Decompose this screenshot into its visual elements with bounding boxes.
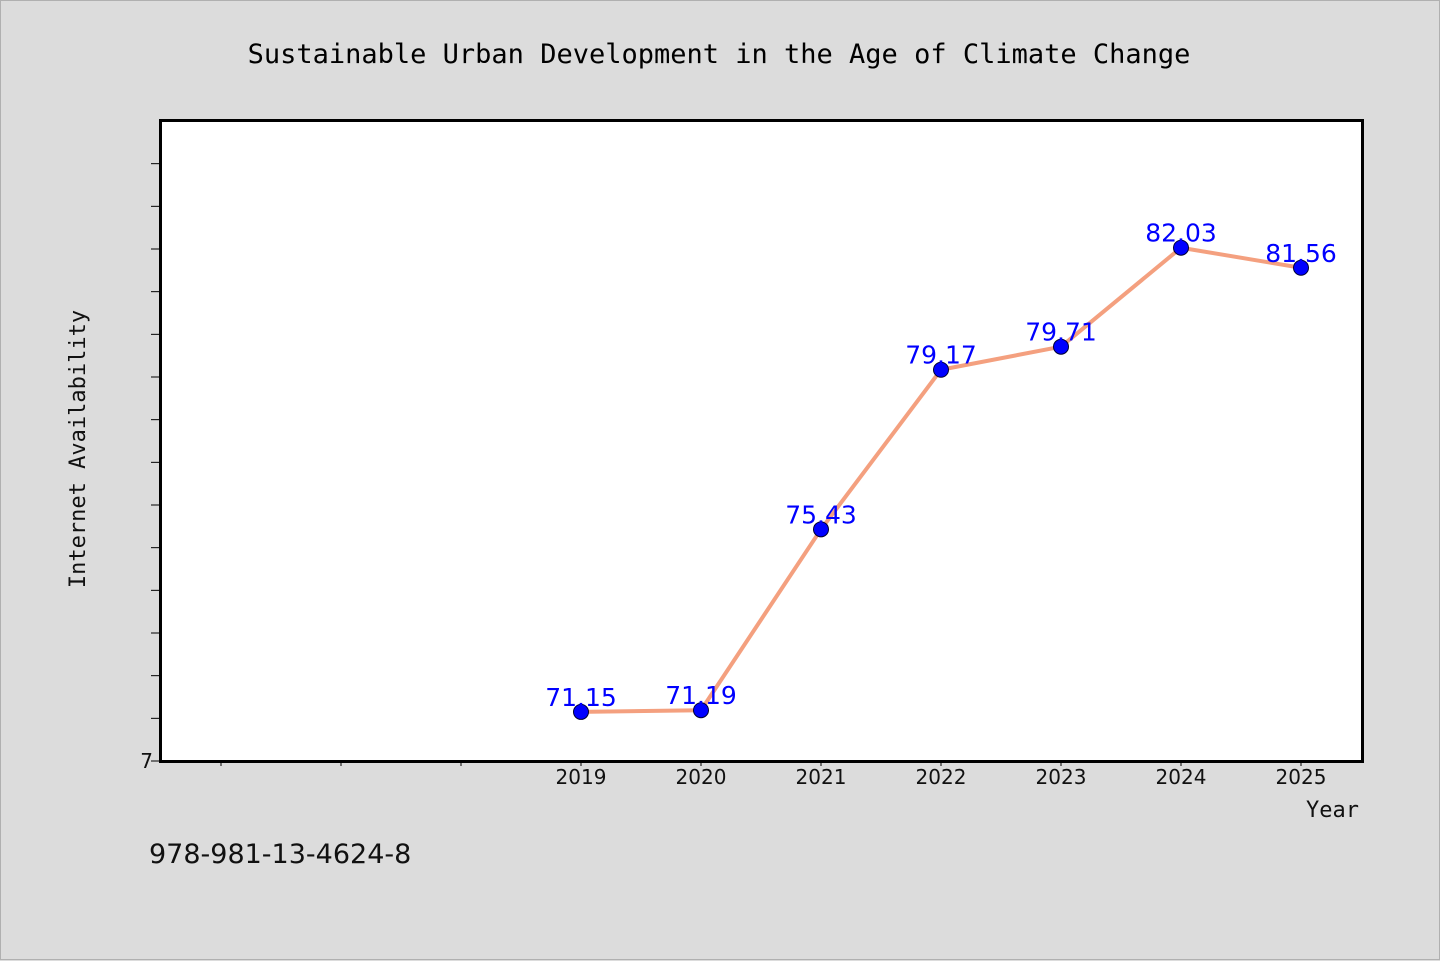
data-label: 75.43 — [785, 500, 857, 529]
data-label: 71.15 — [545, 683, 617, 712]
data-point — [693, 702, 709, 719]
y-axis: 7 — [140, 163, 161, 773]
x-tick-label: 2022 — [916, 765, 967, 789]
x-tick-label: 2019 — [556, 765, 607, 789]
plot-area — [159, 119, 1364, 763]
x-tick-label: 2025 — [1276, 765, 1327, 789]
x-tick-label: 2020 — [676, 765, 727, 789]
y-tick-label: 7 — [140, 749, 153, 773]
data-point — [573, 703, 589, 720]
data-point — [1053, 338, 1069, 355]
data-label: 71.19 — [665, 681, 737, 710]
series-layer: 71.15 71.19 75.43 79.17 79.71 82.03 81.56 — [545, 219, 1337, 720]
x-tick-label: 2021 — [796, 765, 847, 789]
data-point — [1173, 239, 1189, 256]
y-axis-label: Internet Availability — [66, 310, 91, 588]
isbn-text: 978-981-13-4624-8 — [149, 839, 411, 870]
data-point — [1293, 259, 1309, 276]
data-point — [813, 521, 829, 538]
chart-title: Sustainable Urban Development in the Age… — [248, 39, 1191, 70]
data-label: 79.71 — [1025, 318, 1097, 347]
x-tick-label: 2023 — [1036, 765, 1087, 789]
data-label: 79.17 — [905, 341, 977, 370]
data-label: 82.03 — [1145, 219, 1217, 248]
data-label: 81.56 — [1265, 239, 1337, 268]
x-axis-label: Year — [1306, 798, 1359, 823]
x-axis: 2019 2020 2021 2022 2023 2024 2025 — [220, 761, 1327, 789]
data-point — [933, 361, 949, 378]
x-tick-label: 2024 — [1156, 765, 1207, 789]
